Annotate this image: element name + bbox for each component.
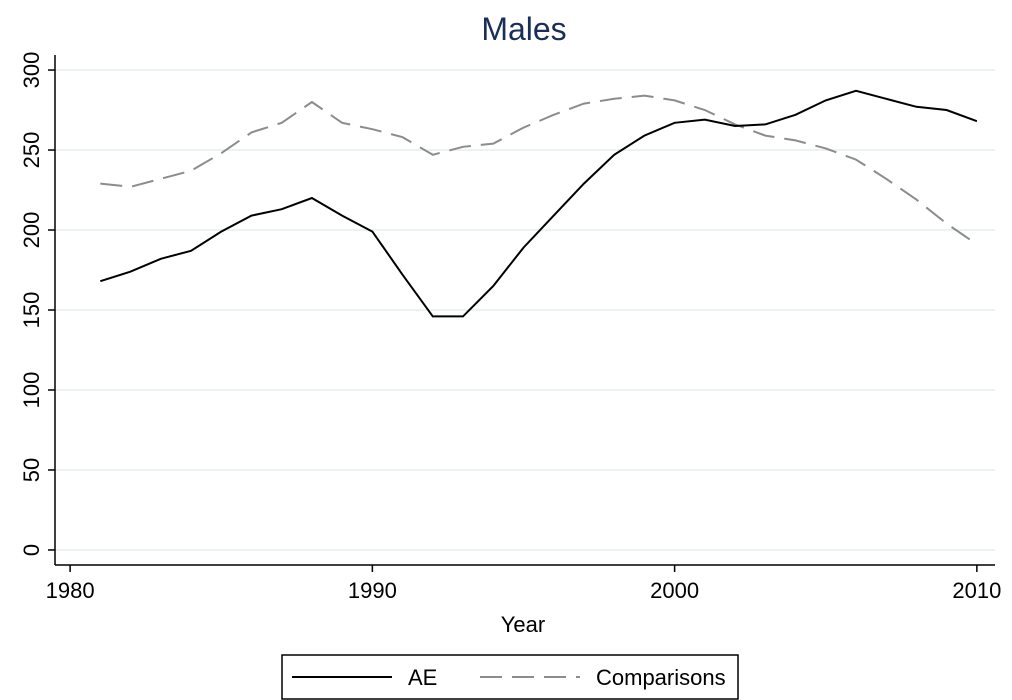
x-tick-label: 2010 [952, 578, 1001, 603]
legend-label: AE [408, 665, 437, 690]
series-line [99, 89, 978, 318]
legend-label: Comparisons [596, 665, 726, 690]
y-tick-label: 100 [19, 372, 44, 409]
chart-title: Males [481, 11, 566, 47]
y-tick-label: 200 [19, 212, 44, 249]
x-tick-label: 1980 [46, 578, 95, 603]
y-tick-label: 300 [19, 52, 44, 89]
x-tick-label: 1990 [348, 578, 397, 603]
series-line [100, 94, 978, 246]
legend: AE Comparisons [281, 654, 739, 700]
x-axis-title: Year [501, 612, 545, 637]
x-tick-label: 2000 [650, 578, 699, 603]
y-tick-label: 50 [19, 458, 44, 482]
y-tick-label: 0 [19, 544, 44, 556]
y-tick-label: 250 [19, 132, 44, 169]
y-tick-label: 150 [19, 292, 44, 329]
